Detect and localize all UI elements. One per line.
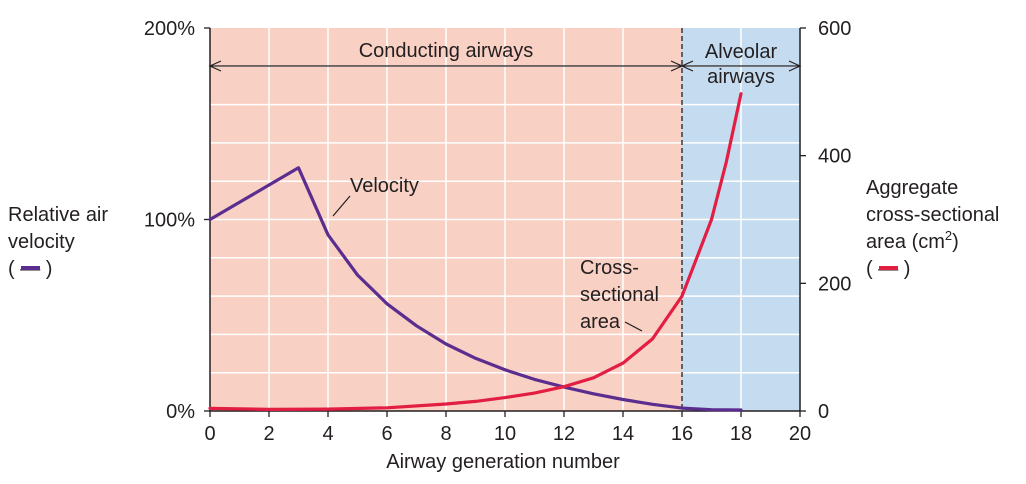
x-tick-label-14: 14 — [612, 423, 634, 445]
y-left-tick-label-200: 200% — [144, 18, 195, 40]
velocity-line — [208, 166, 743, 412]
cross-sectional-area-line — [208, 92, 743, 411]
y-left-tick-label-100: 100% — [144, 210, 195, 232]
region-label-alveolar-line2: airways — [707, 66, 775, 88]
x-tick-label-16: 16 — [671, 423, 693, 445]
alveolar-span-arrow-head-left — [680, 60, 694, 72]
region-label-alveolar-line1: Alveolar — [705, 41, 778, 63]
alveolar-span-arrow-head-right — [788, 60, 802, 72]
series-label-velocity: Velocity — [350, 175, 419, 197]
x-tick-label-2: 2 — [263, 423, 274, 445]
area-label-leader — [624, 321, 643, 332]
x-tick-label-18: 18 — [730, 423, 752, 445]
x-tick-label-12: 12 — [553, 423, 575, 445]
y-right-label-superscript: 2 — [945, 228, 952, 243]
y-right-tick-label-200: 200 — [818, 273, 851, 295]
y-right-label-close: ) — [952, 231, 959, 253]
y-left-label-line1: Relative air — [8, 204, 108, 226]
y-right-label-line2: cross-sectional — [866, 204, 999, 226]
y-right-label-line3: area (cm2) — [866, 228, 959, 253]
x-tick-label-6: 6 — [381, 423, 392, 445]
region-label-conducting: Conducting airways — [359, 40, 534, 62]
y-right-tick-label-400: 400 — [818, 146, 851, 168]
x-tick-label-10: 10 — [494, 423, 516, 445]
x-tick-label-8: 8 — [440, 423, 451, 445]
series-label-area-line1: Cross- — [580, 257, 639, 279]
series-layer — [208, 92, 743, 412]
y-right-tick-label-600: 600 — [818, 18, 851, 40]
series-label-area-line3: area — [580, 311, 621, 333]
annotation-layer: Conducting airways Alveolar airways Velo… — [8, 40, 999, 473]
y-left-tick-label-0: 0% — [166, 401, 195, 423]
series-label-area-line2: sectional — [580, 284, 659, 306]
y-right-tick-label-0: 0 — [818, 401, 829, 423]
y-right-label-line1: Aggregate — [866, 177, 958, 199]
x-tick-label-0: 0 — [204, 423, 215, 445]
x-tick-label-20: 20 — [789, 423, 811, 445]
x-tick-label-4: 4 — [322, 423, 333, 445]
x-axis-label: Airway generation number — [386, 451, 620, 473]
conducting-span-arrow-head-left — [208, 60, 222, 72]
y-left-label-line2: velocity — [8, 231, 75, 253]
velocity-label-leader — [332, 195, 351, 217]
y-right-label-text: area (cm — [866, 231, 945, 253]
